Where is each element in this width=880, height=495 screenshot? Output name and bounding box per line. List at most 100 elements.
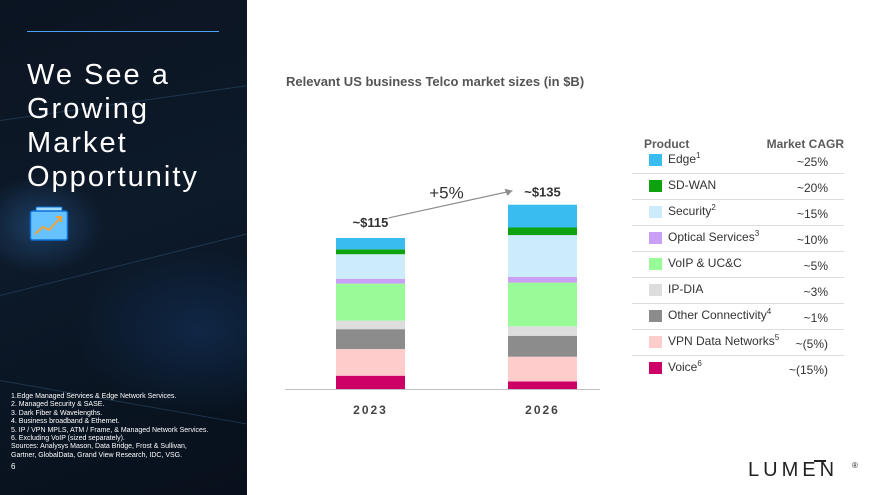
legend-cagr-value: ~3% [803, 285, 828, 299]
footnote: 4. Business broadband & Ethernet. [11, 418, 120, 426]
legend-swatch [649, 362, 662, 374]
legend-label-text: IP-DIA [668, 282, 704, 296]
lumen-logo: LUMEN ® [748, 457, 858, 484]
growth-arrow-head [504, 188, 513, 196]
legend-cagr-value: ~(5%) [795, 337, 828, 351]
bar-segment-other-connectivity-2026 [508, 335, 577, 357]
bar-segment-optical-services-2026 [508, 276, 577, 283]
legend-header-cagr: Market CAGR [766, 137, 844, 151]
logo-registered-mark: ® [852, 461, 858, 470]
title-line: We See a [27, 59, 170, 91]
legend-label-text: Security [668, 204, 712, 218]
footnote-sources: Sources: Analysys Mason, Data Bridge, Fr… [11, 443, 187, 451]
bar-segment-security-2023 [336, 254, 405, 279]
title-line: Growing [27, 93, 149, 125]
footnote: 1.Edge Managed Services & Edge Network S… [11, 393, 177, 400]
lumen-logo-wordmark: LUMEN ® [748, 459, 858, 481]
bar-segment-optical-services-2023 [336, 278, 405, 284]
bar-segment-voice-2023 [336, 375, 405, 389]
legend-cagr-value: ~25% [796, 155, 828, 169]
footnote: 2. Managed Security & SASE. [11, 401, 105, 409]
bar-segment-voice-2026 [508, 381, 577, 389]
legend-label-text: SD-WAN [668, 178, 717, 192]
legend-row-sd-wan: SD-WAN ~20% [632, 174, 844, 200]
legend-row-security: Security2 ~15% [632, 200, 844, 226]
chart-title: Relevant US business Telco market sizes … [286, 74, 585, 89]
growth-label: +5% [429, 183, 464, 202]
footnote: 5. IP / VPN MPLS, ATM / Frame, & Managed… [11, 426, 209, 434]
legend-cagr-value: ~(15%) [788, 363, 828, 377]
legend-footnote-ref: 6 [697, 359, 702, 368]
title-line: Market [27, 127, 128, 159]
legend-footnote-ref: 3 [754, 229, 760, 238]
legend-cagr-value: ~15% [796, 207, 828, 221]
legend-row-ip-dia: IP-DIA ~3% [632, 278, 844, 304]
legend-row-other-connectivity: Other Connectivity4 ~1% [632, 304, 844, 330]
legend-row-voip-ucc: VoIP & UC&C ~5% [632, 252, 844, 278]
legend-label: Other Connectivity4 [668, 307, 772, 323]
legend-swatch [649, 258, 662, 270]
bar-segment-voip-uc-c-2023 [336, 283, 405, 321]
legend-cagr-value: ~1% [803, 311, 828, 325]
legend-header-product: Product [644, 137, 690, 151]
legend-swatch [649, 206, 662, 218]
legend-swatch [649, 336, 662, 348]
legend-label-text: Other Connectivity [668, 308, 767, 322]
legend-swatch [649, 310, 662, 322]
legend-label: Security2 [668, 203, 716, 219]
bar-segment-security-2026 [508, 235, 577, 277]
legend-footnote-ref: 4 [766, 307, 772, 316]
bar-segment-edge-2026 [508, 204, 577, 228]
bar-segment-other-connectivity-2023 [336, 329, 405, 350]
legend-swatch [649, 232, 662, 244]
bar-segment-ip-dia-2023 [336, 320, 405, 330]
growth-arrow-line [388, 190, 513, 219]
stacked-bar-chart: 2023 2026 ~$115 ~$135 +5% [285, 183, 600, 417]
footnote: 6. Excluding VoIP (sized separately). [11, 435, 125, 443]
total-label: ~$115 [353, 215, 389, 230]
legend-cagr-value: ~10% [796, 233, 828, 247]
legend-cagr-value: ~5% [803, 259, 828, 273]
background-streak [0, 232, 247, 301]
logo-accent-bar [814, 460, 826, 462]
legend-label-text: VoIP & UC&C [668, 256, 742, 270]
total-label: ~$135 [524, 185, 561, 200]
legend-footnote-ref: 5 [774, 333, 780, 342]
legend-footnote-ref: 2 [711, 203, 716, 212]
bar-segment-voip-uc-c-2026 [508, 282, 577, 327]
legend-label-text: Voice [668, 360, 698, 374]
legend-label-text: Edge [668, 152, 697, 166]
legend-swatch [649, 154, 662, 166]
legend-label: VoIP & UC&C [668, 256, 742, 270]
legend-label: IP-DIA [668, 282, 703, 296]
page-number: 6 [11, 462, 16, 471]
page-title: We See a Growing Market Opportunity [27, 58, 242, 194]
legend-footnote-ref: 1 [696, 151, 701, 160]
footnote: 3. Dark Fiber & Wavelengths. [11, 409, 103, 417]
legend-label-text: Optical Services [668, 230, 755, 244]
legend-row-edge: Edge1 ~25% [632, 148, 844, 174]
title-line: Opportunity [27, 161, 199, 193]
legend-label: SD-WAN [668, 178, 716, 192]
footnote-sources: Gartner, GlobalData, Grand View Research… [11, 451, 183, 459]
bar-segment-vpn-data-networks-2026 [508, 356, 577, 382]
bar-segment-edge-2023 [336, 238, 405, 250]
legend-row-voice: Voice6 ~(15%) [632, 356, 844, 382]
bar-segment-sd-wan-2023 [336, 249, 405, 255]
legend-label: VPN Data Networks5 [668, 333, 780, 349]
x-tick-label: 2023 [353, 403, 388, 417]
legend-swatch [649, 284, 662, 296]
legend-label-text: VPN Data Networks [668, 334, 775, 348]
left-panel: We See a Growing Market Opportunity 1.Ed… [0, 0, 247, 495]
legend-row-optical-services: Optical Services3 ~10% [632, 226, 844, 252]
logo-text: LUMEN [748, 459, 838, 479]
legend-cagr-value: ~20% [796, 181, 828, 195]
legend-label: Optical Services3 [668, 229, 760, 245]
bar-segment-vpn-data-networks-2023 [336, 349, 405, 376]
legend-row-vpn-data-networks: VPN Data Networks5 ~(5%) [632, 330, 844, 356]
footnotes: 1.Edge Managed Services & Edge Network S… [11, 393, 243, 460]
bar-segment-ip-dia-2026 [508, 326, 577, 336]
growth-chart-icon [29, 206, 69, 241]
legend-label: Voice6 [668, 359, 702, 375]
x-tick-label: 2026 [525, 403, 560, 417]
